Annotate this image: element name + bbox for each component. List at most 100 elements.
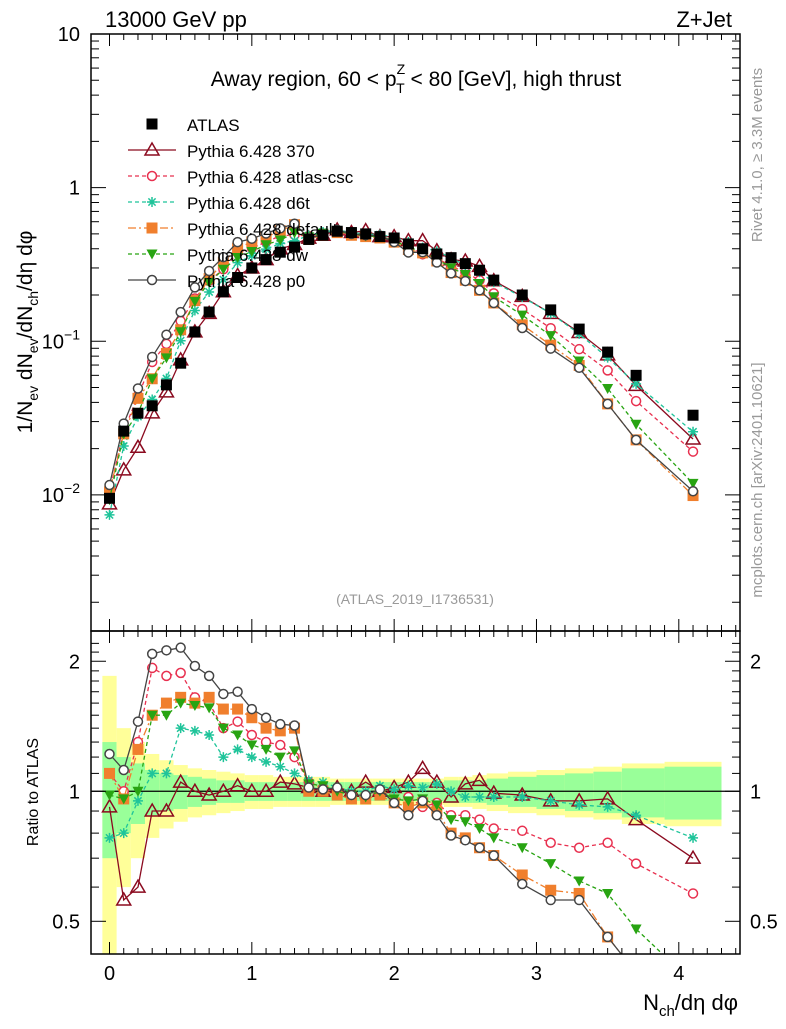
ratio-marker <box>203 670 215 682</box>
data-point <box>104 492 116 504</box>
ratio-marker <box>457 775 474 790</box>
ratio-marker <box>602 931 613 943</box>
ratio-marker <box>389 784 400 795</box>
main-line <box>108 222 694 492</box>
ratio-marker <box>446 786 457 797</box>
legend-label: Pythia 6.428 d6t <box>187 194 310 213</box>
ratio-marker <box>104 832 115 843</box>
legend-entry-data: ATLAS <box>146 116 240 135</box>
ratio-marker <box>488 833 500 844</box>
ratio-marker <box>574 799 585 810</box>
y-title-1-n: 1/N <box>14 401 37 434</box>
ratio-axis-title: Ratio to ATLAS <box>25 738 42 846</box>
ratio-marker <box>630 858 642 869</box>
x-tick-label: 0 <box>104 963 115 985</box>
ratio-marker <box>217 703 229 715</box>
ratio-marker <box>516 878 528 890</box>
main-marker <box>232 252 244 263</box>
ratio-marker <box>275 761 286 772</box>
ratio-marker <box>631 967 642 978</box>
ratio-band-inner-segment <box>621 768 665 818</box>
x-tick-label: 4 <box>673 963 684 985</box>
ratio-marker <box>232 716 243 727</box>
data-point <box>545 304 557 316</box>
y-axis-title: 1/Nev dNev/dNch/dη dφ <box>14 231 41 434</box>
main-marker <box>687 446 699 457</box>
ratio-marker <box>445 830 457 841</box>
main-marker <box>246 246 258 257</box>
ratio-marker <box>132 795 143 806</box>
legend-marker <box>147 197 157 207</box>
x-title-n: N <box>643 990 659 1015</box>
ratio-tick-label-right: 0.5 <box>750 911 778 933</box>
title-subscript: T <box>396 80 405 96</box>
ratio-marker <box>275 739 286 751</box>
ratio-marker <box>200 786 218 801</box>
main-marker <box>132 383 144 394</box>
ratio-band-inner-segment <box>664 766 722 820</box>
ratio-marker <box>118 828 129 839</box>
y-title-dn: dN <box>14 353 37 386</box>
main-marker <box>218 251 229 263</box>
ratio-marker <box>474 842 485 854</box>
main-marker <box>488 292 500 303</box>
ratio-marker <box>246 740 258 751</box>
chart-title: Away region, 60 < pZ T < 80 [GeV], high t… <box>211 61 622 96</box>
ratio-marker <box>203 691 215 703</box>
legend-label: Pythia 6.428 atlas-csc <box>187 168 354 187</box>
legend-marker <box>146 170 158 182</box>
ratio-marker <box>688 978 699 988</box>
y-title-dn2: /dN <box>14 306 37 339</box>
ratio-uncertainty-band <box>91 675 740 954</box>
ratio-marker <box>474 791 485 802</box>
legend-entry-5: Pythia 6.428 p0 <box>128 272 305 291</box>
x-title-ch-sub: ch <box>659 1003 675 1020</box>
main-marker <box>260 240 272 251</box>
ratio-marker <box>488 850 500 861</box>
ratio-line <box>109 646 623 954</box>
ratio-marker <box>217 723 229 734</box>
main-marker <box>189 296 201 307</box>
legend-entry-3: Pythia 6.428 default <box>128 220 338 239</box>
main-marker <box>602 383 614 394</box>
process-label: Z+Jet <box>676 7 732 32</box>
ratio-marker <box>403 780 414 791</box>
main-marker <box>104 479 115 491</box>
main-marker <box>218 274 229 285</box>
main-line <box>108 223 694 496</box>
rivet-version-label: Rivet 4.1.0, ≥ 3.3M events <box>749 68 766 242</box>
ratio-marker <box>516 825 528 837</box>
ratio-marker <box>118 764 129 776</box>
main-marker <box>602 352 613 363</box>
ratio-marker <box>175 698 187 709</box>
main-marker <box>630 395 642 407</box>
ratio-marker <box>517 791 528 802</box>
ratio-marker <box>289 720 300 731</box>
ratio-marker <box>460 835 471 846</box>
data-point <box>474 264 486 276</box>
ratio-marker <box>215 782 232 798</box>
main-marker <box>104 486 116 498</box>
legend-marker <box>146 274 158 286</box>
mcplots-credit-label: mcplots.cern.ch [arXiv:2401.10621] <box>749 362 766 597</box>
ratio-marker <box>687 888 699 899</box>
main-series-0 <box>101 221 702 510</box>
main-marker <box>203 277 215 288</box>
legend-label: Pythia 6.428 dw <box>187 246 309 265</box>
ratio-marker <box>160 710 172 721</box>
ratio-marker <box>602 888 614 899</box>
ratio-marker <box>172 773 189 788</box>
main-marker <box>545 343 556 354</box>
main-marker <box>274 235 286 246</box>
ratio-marker <box>232 686 243 697</box>
data-point <box>289 241 301 253</box>
ratio-tick-label-right: 2 <box>750 651 761 673</box>
data-point <box>175 357 187 369</box>
ratio-marker <box>261 756 272 767</box>
data-point <box>232 272 244 284</box>
ratio-marker <box>129 878 147 893</box>
main-line <box>108 230 694 500</box>
ratio-marker <box>403 810 414 821</box>
ratio-marker <box>402 801 414 813</box>
